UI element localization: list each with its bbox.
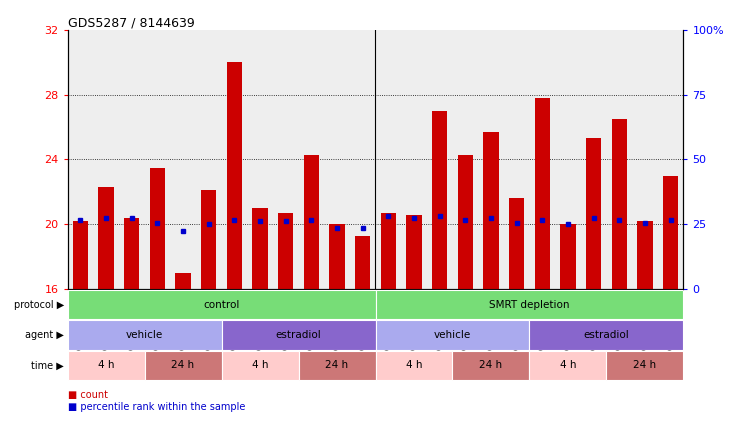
- Bar: [586, 138, 602, 289]
- Text: 24 h: 24 h: [325, 360, 348, 371]
- Text: ■ count: ■ count: [68, 390, 107, 400]
- Bar: [529, 320, 683, 350]
- Bar: [376, 290, 683, 319]
- Bar: [222, 351, 299, 380]
- Text: vehicle: vehicle: [126, 330, 163, 340]
- Bar: [663, 176, 678, 289]
- Text: control: control: [204, 299, 240, 310]
- Bar: [529, 351, 606, 380]
- Text: 4 h: 4 h: [98, 360, 114, 371]
- Bar: [484, 132, 499, 289]
- Bar: [299, 351, 376, 380]
- Bar: [406, 214, 421, 289]
- Bar: [381, 213, 396, 289]
- Text: vehicle: vehicle: [434, 330, 471, 340]
- Bar: [452, 351, 529, 380]
- Bar: [68, 351, 144, 380]
- Text: protocol ▶: protocol ▶: [14, 299, 64, 310]
- Text: ■ percentile rank within the sample: ■ percentile rank within the sample: [68, 402, 245, 412]
- Text: estradiol: estradiol: [584, 330, 629, 340]
- Text: agent ▶: agent ▶: [25, 330, 64, 340]
- Bar: [457, 154, 473, 289]
- Bar: [329, 224, 345, 289]
- Text: time ▶: time ▶: [31, 360, 64, 371]
- Text: 24 h: 24 h: [171, 360, 195, 371]
- Bar: [611, 119, 627, 289]
- Bar: [376, 320, 529, 350]
- Bar: [560, 224, 576, 289]
- Text: estradiol: estradiol: [276, 330, 321, 340]
- Bar: [73, 221, 88, 289]
- Bar: [201, 190, 216, 289]
- Text: 4 h: 4 h: [406, 360, 422, 371]
- Bar: [509, 198, 524, 289]
- Bar: [252, 208, 267, 289]
- Text: 4 h: 4 h: [559, 360, 576, 371]
- Bar: [535, 98, 550, 289]
- Text: 24 h: 24 h: [633, 360, 656, 371]
- Bar: [176, 273, 191, 289]
- Text: SMRT depletion: SMRT depletion: [489, 299, 570, 310]
- Bar: [278, 213, 294, 289]
- Bar: [637, 221, 653, 289]
- Bar: [432, 111, 448, 289]
- Bar: [222, 320, 376, 350]
- Bar: [376, 351, 452, 380]
- Text: 24 h: 24 h: [479, 360, 502, 371]
- Text: 4 h: 4 h: [252, 360, 268, 371]
- Bar: [303, 154, 319, 289]
- Bar: [68, 290, 376, 319]
- Bar: [144, 351, 222, 380]
- Bar: [68, 320, 222, 350]
- Bar: [98, 187, 114, 289]
- Text: GDS5287 / 8144639: GDS5287 / 8144639: [68, 17, 195, 30]
- Bar: [607, 351, 683, 380]
- Bar: [149, 168, 165, 289]
- Bar: [124, 218, 140, 289]
- Bar: [355, 236, 370, 289]
- Bar: [227, 62, 242, 289]
